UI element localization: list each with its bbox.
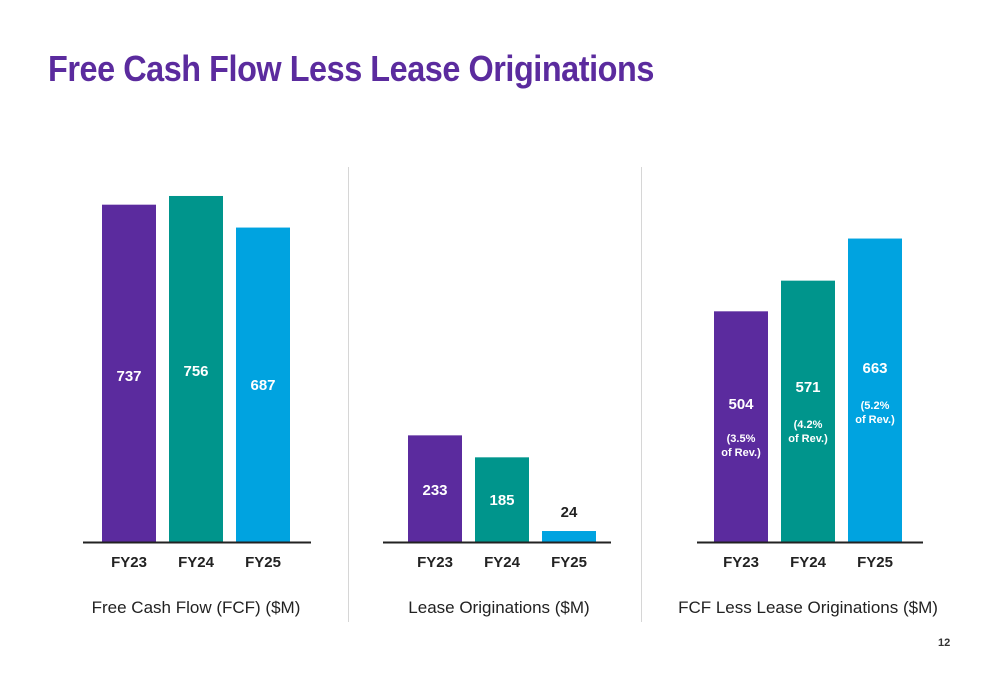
bar-fcf-less-lease-fy24: [781, 280, 835, 542]
data-label-fcf-less-lease-fy23: 504: [728, 396, 754, 413]
note-fcf-less-lease-fy25-line2: of Rev.): [855, 414, 895, 426]
data-label-fcf-fy25: 687: [250, 377, 275, 394]
bar-fcf-fy25: [236, 227, 290, 542]
tick-label-fcf-less-lease-fy23: FY23: [723, 554, 759, 571]
bar-fcf-fy24: [169, 195, 223, 542]
tick-label-fcf-fy25: FY25: [245, 554, 281, 571]
chart-caption-fcf: Free Cash Flow (FCF) ($M): [91, 598, 301, 617]
data-label-fcf-less-lease-fy24: 571: [795, 379, 820, 396]
tick-label-lease-fy23: FY23: [417, 554, 453, 571]
tick-label-fcf-fy24: FY24: [178, 554, 215, 571]
bar-lease-fy25: [542, 531, 596, 542]
tick-label-fcf-fy23: FY23: [111, 554, 147, 571]
data-label-fcf-less-lease-fy25: 663: [862, 360, 887, 377]
tick-label-lease-fy25: FY25: [551, 554, 587, 571]
note-fcf-less-lease-fy24-line2: of Rev.): [788, 433, 828, 445]
tick-label-fcf-less-lease-fy24: FY24: [790, 554, 827, 571]
bar-lease-fy23: [408, 435, 462, 542]
bar-fcf-less-lease-fy23: [714, 311, 768, 542]
note-fcf-less-lease-fy23-line1: (3.5%: [727, 433, 756, 445]
tick-label-lease-fy24: FY24: [484, 554, 521, 571]
note-fcf-less-lease-fy24-line1: (4.2%: [794, 419, 823, 431]
bar-fcf-less-lease-fy25: [848, 238, 902, 542]
panel-divider-left: [348, 167, 349, 622]
bar-fcf-fy23: [102, 204, 156, 542]
note-fcf-less-lease-fy25-line1: (5.2%: [861, 400, 890, 412]
chart-caption-lease: Lease Originations ($M): [408, 598, 590, 617]
tick-label-fcf-less-lease-fy25: FY25: [857, 554, 893, 571]
data-label-lease-fy24: 185: [489, 492, 514, 509]
data-label-fcf-fy23: 737: [116, 368, 141, 385]
data-label-lease-fy23: 233: [422, 482, 447, 499]
data-label-lease-fy25: 24: [561, 504, 578, 521]
bar-lease-fy24: [475, 457, 529, 542]
note-fcf-less-lease-fy23-line2: of Rev.): [721, 447, 761, 459]
page-title: Free Cash Flow Less Lease Originations: [48, 48, 654, 89]
panel-divider-right: [641, 167, 642, 622]
chart-caption-fcf-less-lease: FCF Less Lease Originations ($M): [678, 598, 938, 617]
data-label-fcf-fy24: 756: [183, 363, 208, 380]
page-number: 12: [938, 637, 951, 649]
